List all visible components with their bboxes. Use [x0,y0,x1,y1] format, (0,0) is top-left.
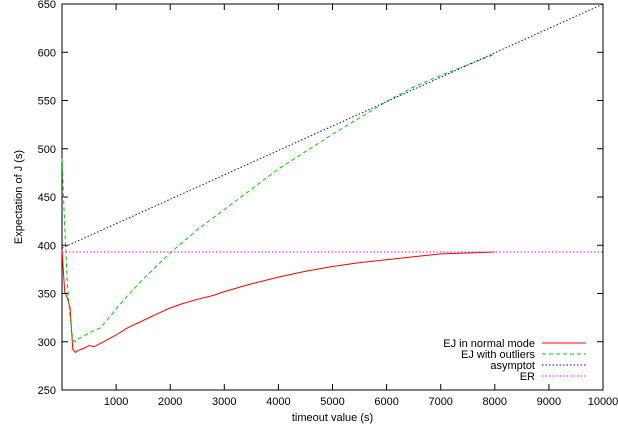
axes: 1000 2000 3000 4000 5000 6000 7000 8000 9000 1000… [38,0,618,408]
x-axis-label: timeout value (s) [292,412,373,424]
legend-label: ER [520,371,535,383]
legend-label: EJ with outliers [461,349,535,361]
plot-frame [61,3,604,391]
x-tick-label: 6000 [374,396,398,408]
x-tick-label: 9000 [537,396,561,408]
series-line-1 [61,250,495,354]
y-tick-label: 400 [38,240,56,252]
x-tick-label: 3000 [212,396,236,408]
x-tick-label: 10000 [588,396,618,408]
x-tick-label: 2000 [158,396,182,408]
y-tick-label: 550 [38,96,56,108]
series-line-2 [61,53,495,343]
y-tick-label: 600 [38,47,56,59]
y-tick-label: 500 [38,144,56,156]
x-tick-label: 5000 [320,396,344,408]
x-tick-label: 4000 [266,396,290,408]
x-tick-label: 8000 [483,396,507,408]
y-tick-label: 300 [38,337,56,349]
x-tick-label: 7000 [428,396,452,408]
series-line-3 [61,3,604,249]
y-tick-label: 650 [38,0,56,11]
y-axis-label: Expectation of J (s) [13,150,25,244]
y-tick-label: 250 [38,385,56,397]
series-group [61,3,604,354]
y-tick-label: 350 [38,289,56,301]
legend-label: EJ in normal mode [443,338,535,350]
x-tick-label: 1000 [104,396,128,408]
y-tick-label: 450 [38,192,56,204]
legend-label: asymptot [490,360,535,372]
